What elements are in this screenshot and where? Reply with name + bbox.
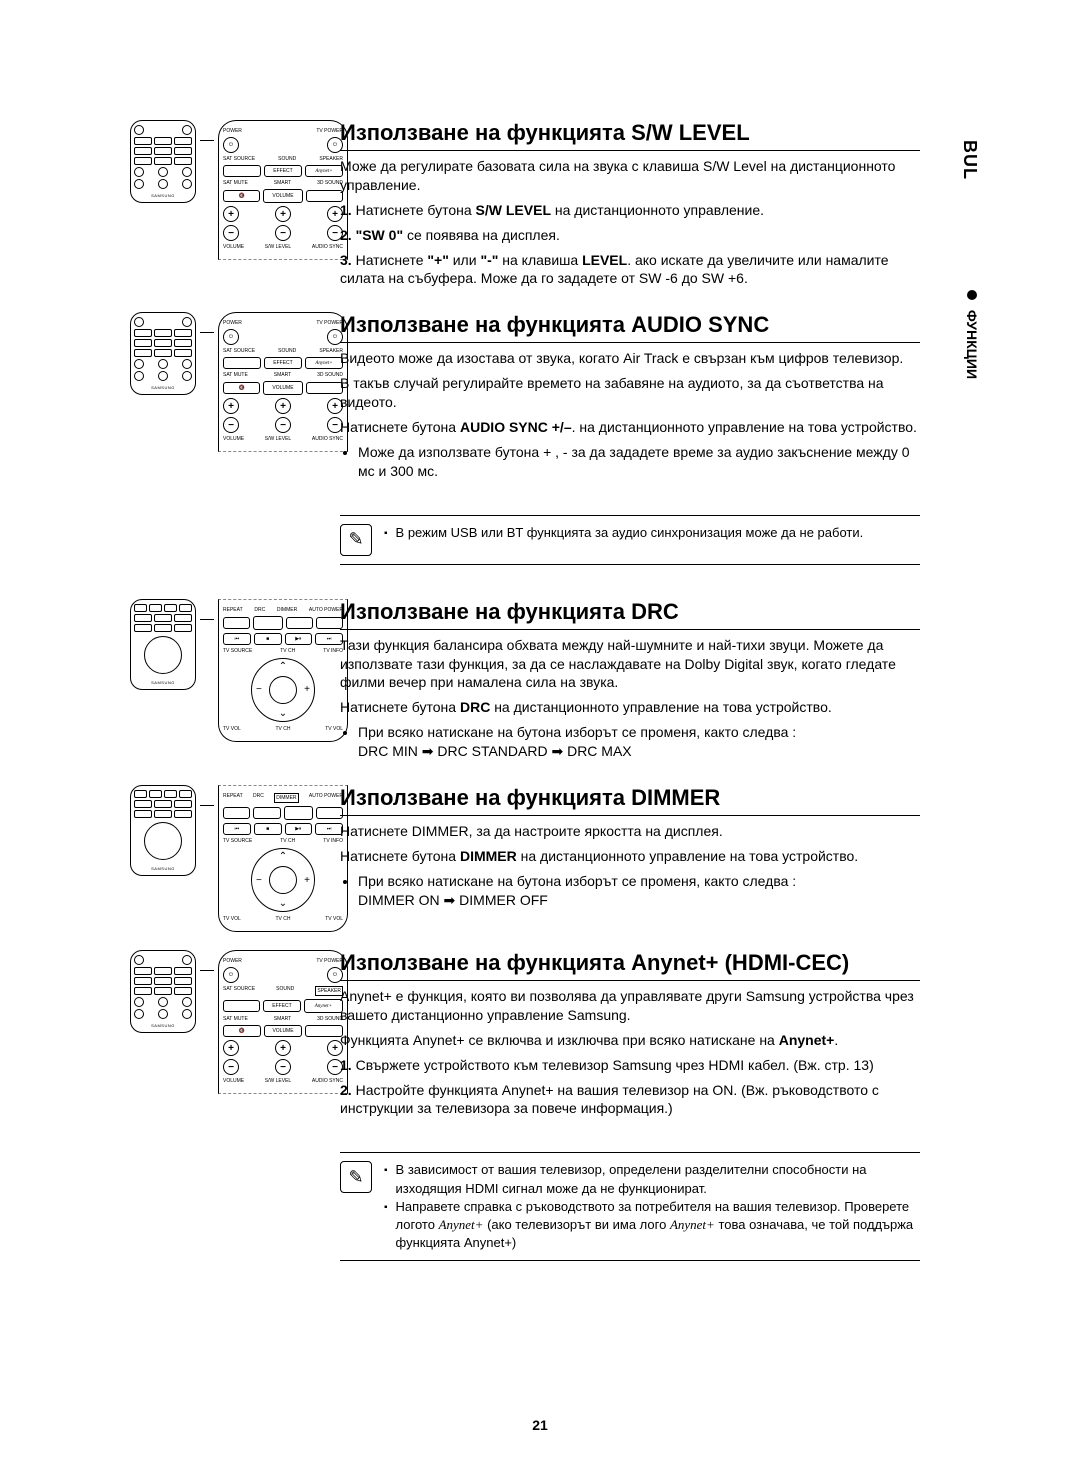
text: Тази функция балансира обхвата между най… xyxy=(340,636,920,693)
bullet: Може да използвате бутона + , - за да за… xyxy=(358,443,920,481)
language-tab: BUL xyxy=(959,140,980,180)
text: 1. Свържете устройството към телевизор S… xyxy=(340,1056,920,1075)
connector-line-icon xyxy=(200,332,214,333)
section-audio-sync: SAMSUNG POWERTV POWER ⏻⏻ SAT SOURCESOUND… xyxy=(130,312,980,486)
remote-mini-icon: SAMSUNG xyxy=(130,785,196,876)
remote-illustration: SAMSUNG REPEATDRCDIMMERAUTO POWER ⏮■▶⏸⏭ … xyxy=(130,599,348,742)
remote-detail-icon: POWERTV POWER ⏻⏻ SAT SOURCESOUNDSPEAKER … xyxy=(218,312,348,452)
heading-audio-sync: Използване на функцията AUDIO SYNC xyxy=(340,312,920,343)
text: Натиснете бутона AUDIO SYNC +/–. на дист… xyxy=(340,418,920,437)
remote-illustration: SAMSUNG POWERTV POWER ⏻⏻ SAT SOURCESOUND… xyxy=(130,950,348,1094)
text: Видеото може да изостава от звука, когат… xyxy=(340,349,920,368)
note-text: В зависимост от вашия телевизор, определ… xyxy=(384,1161,920,1197)
text: 2. "SW 0" се появява на дисплея. xyxy=(340,226,920,245)
note-icon: ✎ xyxy=(340,524,372,556)
remote-detail-icon: POWERTV POWER ⏻⏻ SAT SOURCESOUNDSPEAKER … xyxy=(218,950,348,1094)
text: В такъв случай регулирайте времето на за… xyxy=(340,374,920,412)
heading-sw-level: Използване на функцията S/W LEVEL xyxy=(340,120,920,151)
remote-mini-icon: SAMSUNG xyxy=(130,599,196,690)
page-number: 21 xyxy=(0,1417,1080,1433)
connector-line-icon xyxy=(200,619,214,620)
heading-anynet: Използване на функцията Anynet+ (HDMI-CE… xyxy=(340,950,920,981)
note-box: ✎ В режим USB или BT функцията за аудио … xyxy=(340,515,920,565)
remote-detail-icon: REPEATDRCDIMMERAUTO POWER ⏮■▶⏸⏭ TV SOURC… xyxy=(218,599,348,742)
note-text: В режим USB или BT функцията за аудио си… xyxy=(384,524,920,542)
remote-mini-icon: SAMSUNG xyxy=(130,312,196,395)
text: Може да регулирате базовата сила на звук… xyxy=(340,157,920,195)
heading-dimmer: Използване на функцията DIMMER xyxy=(340,785,920,816)
text: Anynet+ е функция, която ви позволява да… xyxy=(340,987,920,1025)
text: Натиснете бутона DIMMER на дистанционнот… xyxy=(340,847,920,866)
section-tab: ФУНКЦИИ xyxy=(964,290,980,379)
connector-line-icon xyxy=(200,970,214,971)
remote-mini-icon: SAMSUNG xyxy=(130,120,196,203)
note-icon: ✎ xyxy=(340,1161,372,1193)
text: 1. Натиснете бутона S/W LEVEL на дистанц… xyxy=(340,201,920,220)
remote-detail-icon: REPEATDRCDIMMERAUTO POWER ⏮■▶⏸⏭ TV SOURC… xyxy=(218,785,348,932)
text: Функцията Anynet+ се включва и изключва … xyxy=(340,1031,920,1050)
remote-mini-icon: SAMSUNG xyxy=(130,950,196,1033)
heading-drc: Използване на функцията DRC xyxy=(340,599,920,630)
remote-illustration: SAMSUNG POWERTV POWER ⏻⏻ SAT SOURCESOUND… xyxy=(130,120,348,260)
section-anynet: SAMSUNG POWERTV POWER ⏻⏻ SAT SOURCESOUND… xyxy=(130,950,980,1124)
connector-line-icon xyxy=(200,140,214,141)
remote-detail-icon: POWERTV POWER ⏻⏻ SAT SOURCESOUNDSPEAKER … xyxy=(218,120,348,260)
section-drc: SAMSUNG REPEATDRCDIMMERAUTO POWER ⏮■▶⏸⏭ … xyxy=(130,599,980,767)
remote-illustration: SAMSUNG REPEATDRCDIMMERAUTO POWER ⏮■▶⏸⏭ … xyxy=(130,785,348,932)
text: Натиснете DIMMER, за да настроите яркост… xyxy=(340,822,920,841)
bullet: При всяко натискане на бутона изборът се… xyxy=(358,872,920,910)
note-text: Направете справка с ръководството за пот… xyxy=(384,1198,920,1253)
anynet-logo-icon: Anynet+ xyxy=(670,1217,715,1232)
note-box: ✎ В зависимост от вашия телевизор, опред… xyxy=(340,1152,920,1261)
anynet-logo-icon: Anynet+ xyxy=(439,1217,484,1232)
text: 2. Настройте функцията Anynet+ на вашия … xyxy=(340,1081,920,1119)
connector-line-icon xyxy=(200,805,214,806)
text: 3. Натиснете "+" или "-" на клавиша LEVE… xyxy=(340,251,920,289)
bullet: При всяко натискане на бутона изборът се… xyxy=(358,723,920,761)
text: Натиснете бутона DRC на дистанционното у… xyxy=(340,698,920,717)
section-dimmer: SAMSUNG REPEATDRCDIMMERAUTO POWER ⏮■▶⏸⏭ … xyxy=(130,785,980,932)
bullet-dot-icon xyxy=(967,290,977,300)
remote-illustration: SAMSUNG POWERTV POWER ⏻⏻ SAT SOURCESOUND… xyxy=(130,312,348,452)
section-sw-level: SAMSUNG POWERTV POWER ⏻⏻ SAT SOURCESOUND… xyxy=(130,120,980,294)
